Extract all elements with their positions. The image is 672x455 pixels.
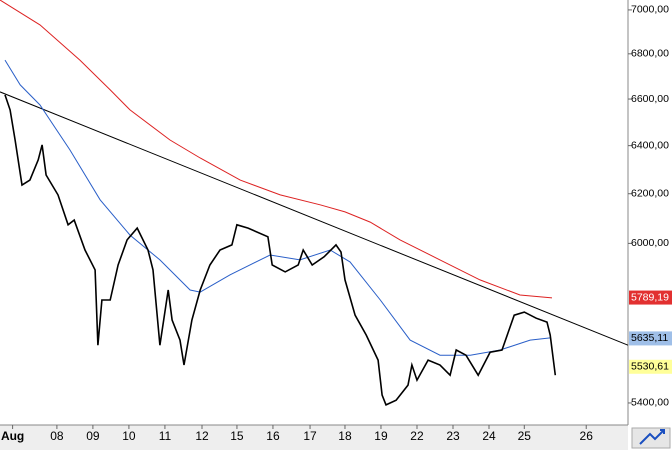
y-tick-label: 7000,00 bbox=[631, 4, 669, 16]
y-tick-label: 6800,00 bbox=[631, 48, 669, 60]
x-tick-label: Aug bbox=[1, 429, 24, 443]
x-tick-label: 12 bbox=[195, 429, 209, 443]
corner-icon[interactable] bbox=[631, 427, 671, 449]
x-tick-label: 08 bbox=[50, 429, 64, 443]
y-tick-label: 6200,00 bbox=[631, 188, 669, 200]
last-value-label: 5789,19 bbox=[631, 291, 669, 303]
last-value-label: 5530,61 bbox=[631, 361, 669, 373]
x-tick-label: 16 bbox=[266, 429, 280, 443]
y-tick-label: 5400,00 bbox=[631, 397, 669, 409]
x-tick-label: 10 bbox=[122, 429, 136, 443]
y-axis-area bbox=[628, 0, 672, 425]
x-tick-label: 15 bbox=[230, 429, 244, 443]
last-value-box bbox=[629, 359, 672, 374]
last-value-box bbox=[629, 290, 672, 305]
x-tick-label: 09 bbox=[86, 429, 100, 443]
plot-area bbox=[0, 0, 628, 425]
plot-layer bbox=[0, 0, 629, 406]
x-tick-label: 24 bbox=[482, 429, 496, 443]
x-tick-label: 18 bbox=[338, 429, 352, 443]
moving-average bbox=[0, 0, 553, 299]
x-tick-label: 11 bbox=[159, 429, 172, 443]
y-tick-label: 6400,00 bbox=[631, 139, 669, 151]
x-tick-label: 26 bbox=[580, 429, 594, 443]
y-tick-label: 6000,00 bbox=[631, 237, 669, 249]
x-tick-label: 19 bbox=[374, 429, 388, 443]
last-value-box bbox=[629, 331, 672, 346]
trendline bbox=[0, 91, 629, 346]
x-axis-area bbox=[0, 425, 628, 450]
x-tick-label: 22 bbox=[410, 429, 424, 443]
icon-glyph[interactable] bbox=[639, 429, 665, 445]
last-value-label: 5635,11 bbox=[631, 332, 668, 344]
x-tick-label: 17 bbox=[303, 429, 317, 443]
price-line bbox=[4, 94, 557, 406]
x-tick-label: 25 bbox=[518, 429, 532, 443]
x-tick-label: 23 bbox=[446, 429, 460, 443]
y-tick-label: 6600,00 bbox=[631, 93, 669, 105]
